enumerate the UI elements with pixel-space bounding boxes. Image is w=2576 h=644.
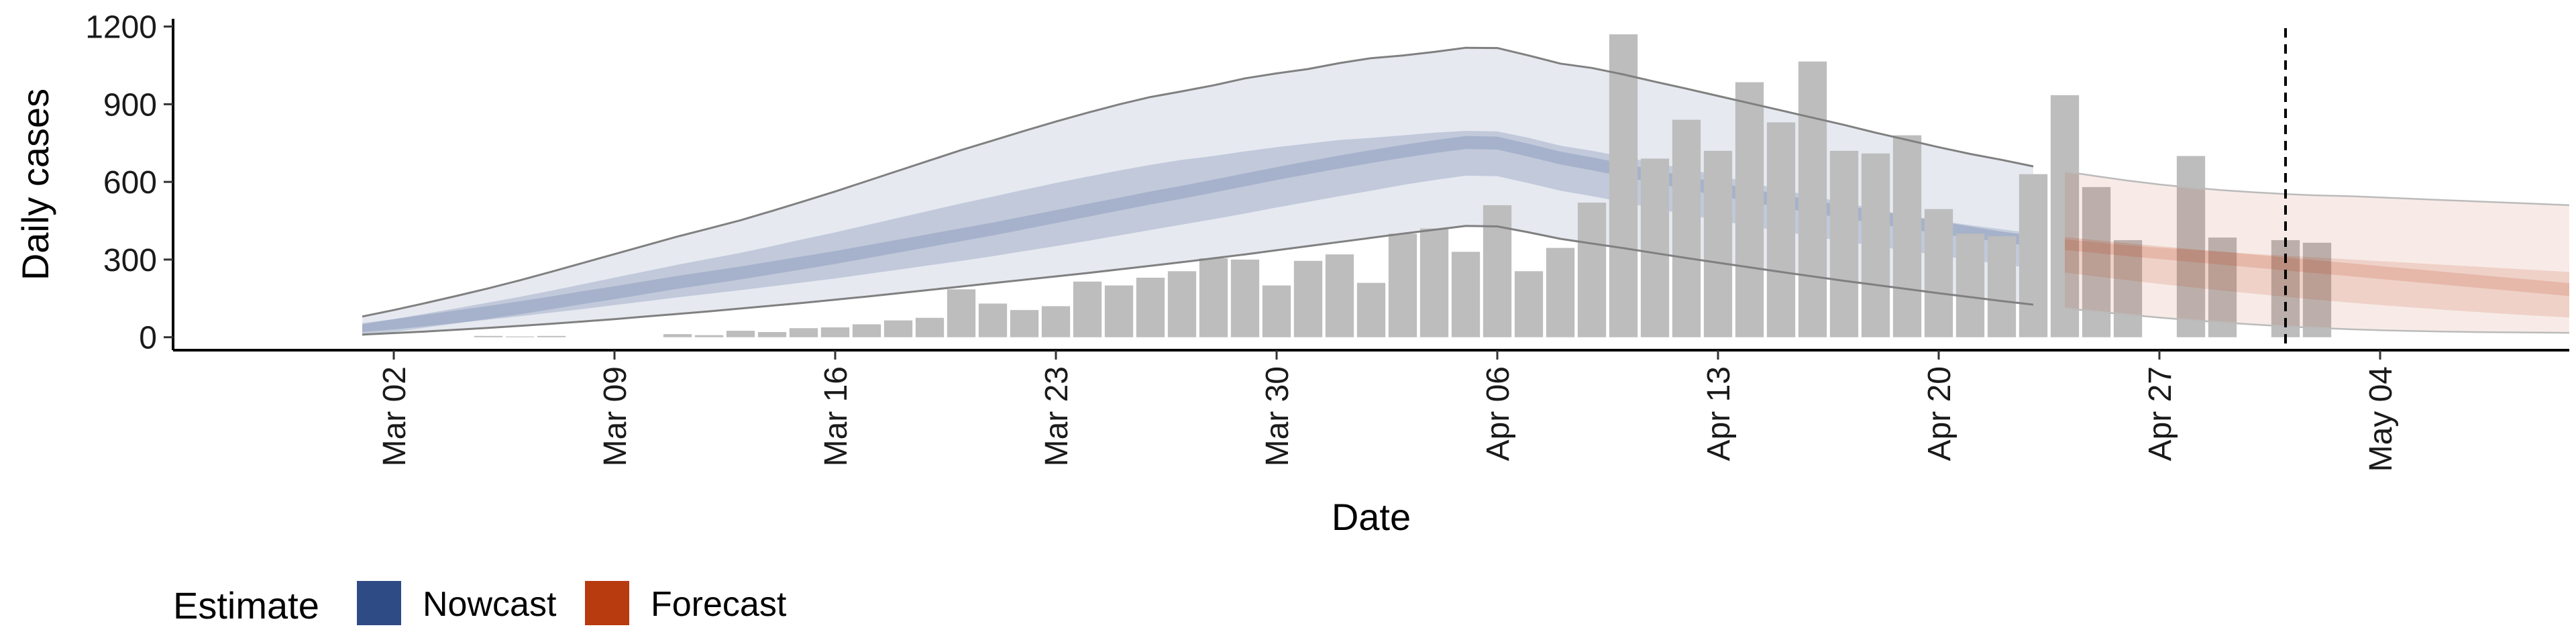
x-axis-title: Date <box>1332 496 1411 538</box>
forecast-bands <box>2065 171 2569 333</box>
case-bar <box>1546 248 1575 337</box>
interval-boundary-lines <box>362 46 2570 336</box>
case-bar <box>694 335 724 337</box>
case-bar <box>820 327 850 337</box>
y-tick-label: 0 <box>139 321 157 356</box>
nowcast-lower-line <box>362 225 2034 336</box>
case-bar <box>1861 153 1890 337</box>
legend-label-nowcast: Nowcast <box>423 585 557 624</box>
case-bar <box>1987 236 2017 337</box>
case-bar <box>789 328 818 337</box>
case-bar <box>474 335 503 337</box>
x-tick-label: Apr 13 <box>1701 366 1737 461</box>
case-bar <box>1010 310 1039 337</box>
case-bar <box>1451 252 1481 337</box>
case-bar <box>1672 119 1701 337</box>
case-bar <box>1325 254 1354 337</box>
y-tick-label: 900 <box>103 87 157 123</box>
x-tick-label: Mar 02 <box>377 366 413 466</box>
x-axis-ticks: Mar 02 Mar 09 Mar 16 Mar 23 Mar 30 Apr 06 Apr … <box>377 350 2399 472</box>
case-bar <box>1136 277 1165 337</box>
case-bar <box>2208 237 2237 337</box>
case-bar <box>947 289 976 337</box>
forecast-band-90 <box>2065 171 2569 333</box>
case-bar <box>1104 285 1134 337</box>
y-tick-label: 1200 <box>85 10 157 46</box>
case-bar <box>1514 271 1544 337</box>
legend-swatch-forecast <box>585 581 629 625</box>
forecast-band-50 <box>2065 239 2569 318</box>
x-tick-label: Mar 16 <box>818 366 854 466</box>
case-bar <box>1703 150 1733 337</box>
case-bar <box>537 335 566 337</box>
y-tick-label: 600 <box>103 165 157 201</box>
case-bar <box>1798 61 1827 337</box>
case-bar <box>1483 205 1512 337</box>
case-bar <box>1924 209 1953 337</box>
case-bar <box>1766 122 1796 337</box>
case-bar <box>1199 258 1228 337</box>
case-bar <box>1230 259 1260 337</box>
legend-swatch-nowcast <box>357 581 401 625</box>
forecast-lower-line <box>2064 307 2570 334</box>
y-axis-ticks: 0 300 600 900 1200 <box>85 10 173 356</box>
x-tick-label: Mar 23 <box>1039 366 1075 466</box>
case-bar <box>1041 306 1071 337</box>
legend-label-forecast: Forecast <box>651 585 787 624</box>
forecast-band-inner <box>2065 237 2569 297</box>
case-bar <box>1735 82 1764 337</box>
case-bar <box>1388 233 1417 337</box>
case-bar <box>852 324 881 337</box>
case-bar <box>1577 203 1607 337</box>
forecast-upper-line <box>2064 170 2570 207</box>
case-bar <box>2302 242 2332 337</box>
case-bar <box>915 317 945 337</box>
case-bar <box>1073 281 1102 337</box>
case-bar <box>2019 174 2048 337</box>
y-axis-title: Daily cases <box>14 89 56 280</box>
x-tick-label: Apr 06 <box>1481 366 1516 461</box>
case-bar <box>2050 95 2080 337</box>
case-bar <box>1892 135 1922 337</box>
legend-title: Estimate <box>173 584 319 627</box>
case-bar <box>1829 150 1859 337</box>
case-bar <box>1356 282 1386 337</box>
legend: Estimate Nowcast Forecast <box>173 581 787 627</box>
case-bar <box>757 331 787 337</box>
x-tick-label: May 04 <box>2363 366 2399 472</box>
case-bar <box>1167 271 1197 337</box>
case-bar <box>2113 239 2143 337</box>
x-tick-label: Mar 09 <box>598 366 633 466</box>
case-bar <box>663 334 692 337</box>
y-tick-label: 300 <box>103 243 157 278</box>
case-bar <box>883 320 913 337</box>
x-tick-label: Mar 30 <box>1260 366 1295 466</box>
x-tick-label: Apr 20 <box>1922 366 1957 461</box>
case-bar <box>978 303 1008 337</box>
case-bar <box>1293 260 1323 337</box>
case-bar <box>1262 285 1291 337</box>
x-tick-label: Apr 27 <box>2143 366 2178 461</box>
case-bar <box>1955 233 1985 337</box>
case-bar <box>726 331 755 337</box>
reported-cases-bars <box>474 34 2332 337</box>
case-bar <box>1640 158 1670 337</box>
case-bar <box>1609 34 1638 337</box>
case-bar <box>1419 228 1449 337</box>
nowcast-upper-line <box>362 46 2034 318</box>
